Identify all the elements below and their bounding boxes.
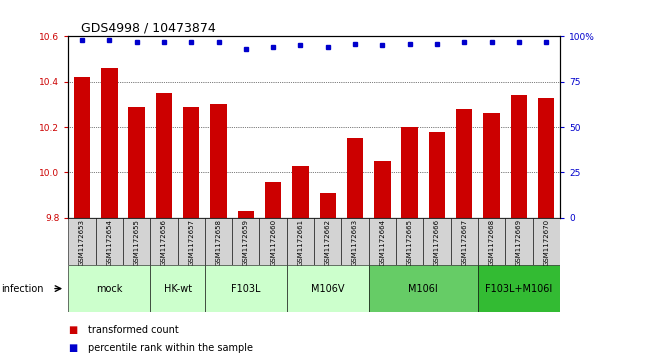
Text: GSM1172664: GSM1172664 [380, 219, 385, 266]
Bar [510, 95, 527, 363]
Bar [156, 93, 172, 363]
Bar [128, 107, 145, 363]
Bar [347, 138, 363, 363]
Text: HK-wt: HK-wt [163, 284, 191, 294]
Bar [505, 218, 533, 265]
Bar [429, 132, 445, 363]
Bar [238, 211, 254, 363]
Text: transformed count: transformed count [88, 325, 178, 335]
Bar [183, 107, 199, 363]
Bar [320, 193, 336, 363]
Text: GDS4998 / 10473874: GDS4998 / 10473874 [81, 22, 216, 35]
Bar [402, 127, 418, 363]
Bar [68, 218, 96, 265]
Text: M106I: M106I [408, 284, 438, 294]
Text: infection: infection [1, 284, 44, 294]
Text: ■: ■ [68, 343, 77, 354]
Bar [205, 265, 287, 312]
Text: M106V: M106V [311, 284, 344, 294]
Text: GSM1172669: GSM1172669 [516, 219, 522, 266]
Text: F103L: F103L [231, 284, 260, 294]
Bar [450, 218, 478, 265]
Text: GSM1172667: GSM1172667 [462, 219, 467, 266]
Bar [74, 77, 90, 363]
Bar [210, 104, 227, 363]
Bar [123, 218, 150, 265]
Bar [533, 218, 560, 265]
Bar [68, 265, 150, 312]
Text: GSM1172659: GSM1172659 [243, 219, 249, 266]
Bar [96, 218, 123, 265]
Bar [101, 68, 117, 363]
Bar [287, 218, 314, 265]
Bar [150, 265, 205, 312]
Bar [178, 218, 205, 265]
Bar [368, 218, 396, 265]
Text: GSM1172663: GSM1172663 [352, 219, 358, 266]
Text: GSM1172656: GSM1172656 [161, 219, 167, 266]
Bar [456, 109, 473, 363]
Bar [478, 218, 505, 265]
Bar [423, 218, 450, 265]
Text: GSM1172657: GSM1172657 [188, 219, 194, 266]
Text: GSM1172658: GSM1172658 [215, 219, 221, 266]
Bar [484, 113, 500, 363]
Text: GSM1172653: GSM1172653 [79, 219, 85, 266]
Text: GSM1172670: GSM1172670 [543, 219, 549, 266]
Bar [287, 265, 368, 312]
Bar [232, 218, 260, 265]
Text: F103L+M106I: F103L+M106I [485, 284, 553, 294]
Bar [260, 218, 287, 265]
Bar [374, 161, 391, 363]
Bar [396, 218, 423, 265]
Bar [292, 166, 309, 363]
Text: GSM1172660: GSM1172660 [270, 219, 276, 266]
Bar [478, 265, 560, 312]
Bar [314, 218, 341, 265]
Bar [265, 182, 281, 363]
Bar [368, 265, 478, 312]
Bar [205, 218, 232, 265]
Text: GSM1172661: GSM1172661 [298, 219, 303, 266]
Bar [150, 218, 178, 265]
Text: GSM1172662: GSM1172662 [325, 219, 331, 266]
Text: percentile rank within the sample: percentile rank within the sample [88, 343, 253, 354]
Text: ■: ■ [68, 325, 77, 335]
Bar [538, 98, 555, 363]
Text: mock: mock [96, 284, 122, 294]
Text: GSM1172665: GSM1172665 [407, 219, 413, 266]
Text: GSM1172655: GSM1172655 [133, 219, 139, 266]
Text: GSM1172666: GSM1172666 [434, 219, 440, 266]
Text: GSM1172668: GSM1172668 [489, 219, 495, 266]
Bar [341, 218, 368, 265]
Text: GSM1172654: GSM1172654 [106, 219, 113, 266]
